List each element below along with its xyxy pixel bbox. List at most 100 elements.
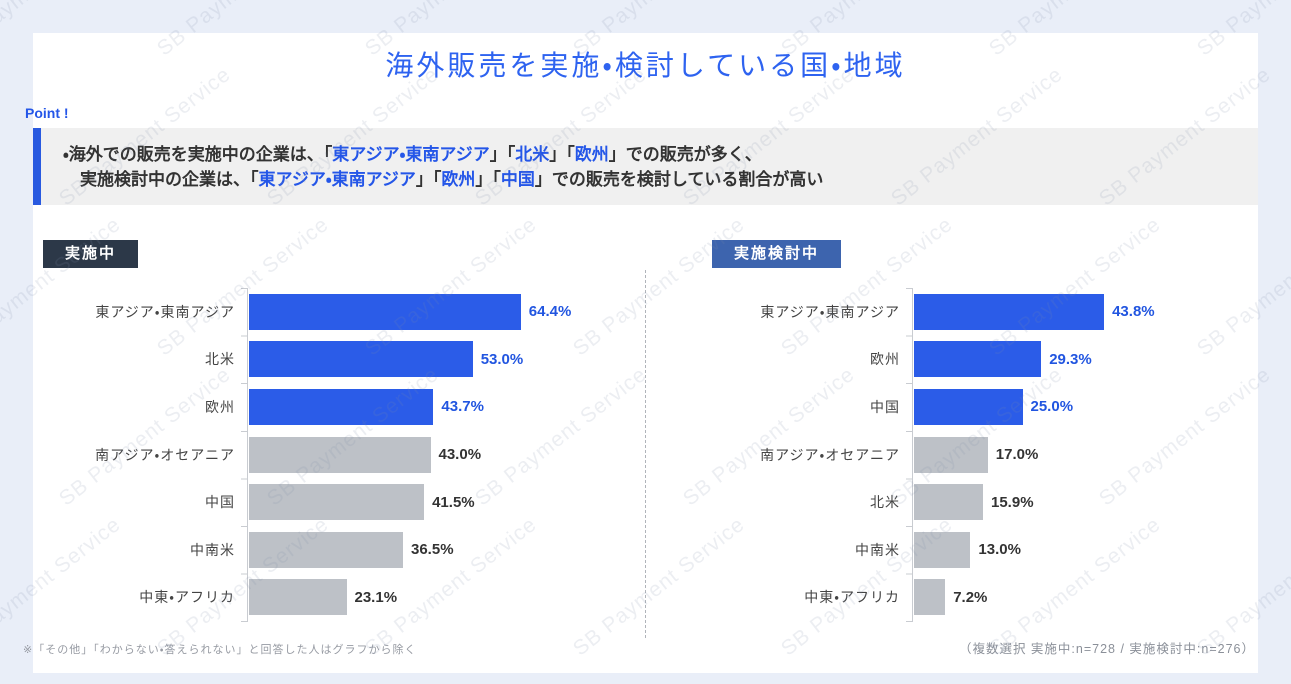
bar-area: 23.1% [247, 574, 603, 622]
bar-area: 43.8% [912, 288, 1267, 336]
bar-category-label: 東アジア・東南アジア [760, 303, 900, 320]
point-highlight-region: 北米 [515, 145, 550, 164]
bar-category-label: 中南米 [190, 541, 235, 558]
bar-row: 中南米 36.5% [43, 526, 603, 574]
bar-row: 中東・アフリカ 23.1% [43, 574, 603, 622]
bar-area: 43.7% [247, 383, 603, 431]
chart-considering: 実施検討中 東アジア・東南アジア 43.8% 欧州 29.3% 中国 25.0% 南アジア・… [712, 238, 1267, 640]
point-line-1: ・海外での販売を実施中の企業は、「東アジア・東南アジア」「北米」「欧州」での販売… [63, 142, 1258, 167]
bar-value-label: 36.5% [411, 541, 454, 559]
bar-row: 中南米 13.0% [712, 526, 1267, 574]
chart-implementing-rows: 東アジア・東南アジア 64.4% 北米 53.0% 欧州 43.7% 南アジア・オセアニア 4… [43, 288, 603, 621]
point-text: 」「 [549, 145, 575, 164]
point-line-2: 実施検討中の企業は、「東アジア・東南アジア」「欧州」「中国」での販売を検討してい… [63, 167, 1258, 192]
bar-value-label: 17.0% [995, 446, 1039, 464]
point-text: 」「 [475, 170, 501, 189]
point-highlight-region: 東アジア・東南アジア [332, 145, 490, 164]
bar-row: 東アジア・東南アジア 64.4% [43, 288, 603, 336]
chart-considering-rows: 東アジア・東南アジア 43.8% 欧州 29.3% 中国 25.0% 南アジア・オセアニア 1… [712, 288, 1267, 621]
bar [249, 341, 473, 378]
bar [914, 436, 988, 473]
bar-value-label: 43.0% [438, 446, 482, 464]
bar-row: 北米 15.9% [712, 478, 1267, 526]
bar [914, 341, 1042, 378]
point-text: 」「 [489, 145, 516, 164]
bar-value-label: 64.4% [528, 303, 572, 321]
axis-ticks [906, 288, 912, 623]
bar-area: 7.2% [912, 574, 1267, 622]
chart-implementing-badge: 実施中 [43, 240, 139, 268]
bar-value-label: 53.0% [480, 350, 524, 368]
bar-category-label: 北米 [205, 351, 235, 368]
bar [249, 579, 347, 616]
bar [249, 531, 403, 568]
point-highlight-region: 中国 [500, 170, 535, 189]
point-box: ・海外での販売を実施中の企業は、「東アジア・東南アジア」「北米」「欧州」での販売… [33, 128, 1258, 205]
bar-area: 64.4% [247, 288, 603, 336]
bar-value-label: 43.7% [441, 398, 484, 416]
bar-area: 43.0% [247, 431, 603, 479]
axis-line [912, 288, 913, 622]
bar-category-label: 中南米 [855, 541, 900, 558]
bar [914, 531, 971, 568]
bar-area: 53.0% [247, 336, 603, 384]
bar-row: 中国 25.0% [712, 383, 1267, 431]
chart-implementing: 実施中 東アジア・東南アジア 64.4% 北米 53.0% 欧州 43.7% 南アジア・オセ… [43, 238, 603, 640]
bar-area: 15.9% [912, 478, 1267, 526]
bar-category-label: 中東・アフリカ [804, 589, 900, 606]
bar-area: 29.3% [912, 336, 1267, 384]
bar-category-label: 中国 [870, 398, 900, 415]
bar-area: 36.5% [247, 526, 603, 574]
bar-value-label: 7.2% [953, 588, 988, 606]
bar-category-label: 北米 [870, 494, 900, 511]
bar [914, 388, 1023, 425]
bar-value-label: 25.0% [1030, 398, 1074, 416]
bar [249, 388, 434, 425]
bar [914, 293, 1105, 330]
bar-category-label: 南アジア・オセアニア [95, 446, 235, 463]
bar-value-label: 15.9% [991, 493, 1034, 511]
bar-area: 41.5% [247, 478, 603, 526]
bar-area: 25.0% [912, 383, 1267, 431]
bar [914, 484, 983, 521]
point-text: 」での販売が多く、 [608, 145, 762, 164]
bar [249, 484, 425, 521]
bar-category-label: 欧州 [870, 351, 900, 368]
bar-category-label: 南アジア・オセアニア [760, 446, 900, 463]
bar-row: 中東・アフリカ 7.2% [712, 574, 1267, 622]
charts-divider [645, 270, 646, 638]
bar-row: 欧州 29.3% [712, 336, 1267, 384]
bar-area: 13.0% [912, 526, 1267, 574]
point-label: Point ! [25, 105, 69, 121]
bar-value-label: 23.1% [354, 588, 398, 606]
bar-category-label: 東アジア・東南アジア [95, 303, 235, 320]
bar-value-label: 29.3% [1049, 350, 1092, 368]
axis-ticks [241, 288, 247, 623]
point-highlight-region: 欧州 [441, 170, 476, 189]
bar-category-label: 中国 [205, 494, 235, 511]
bar-row: 中国 41.5% [43, 478, 603, 526]
bar [914, 579, 946, 616]
bar-value-label: 43.8% [1112, 303, 1155, 321]
point-text: 実施検討中の企業は、「 [80, 170, 259, 189]
point-text: 」での販売を検討している割合が高い [534, 170, 824, 189]
bar-category-label: 中東・アフリカ [139, 589, 235, 606]
bar-row: 欧州 43.7% [43, 383, 603, 431]
point-text: 」「 [415, 170, 442, 189]
bar-row: 北米 53.0% [43, 336, 603, 384]
bar-area: 17.0% [912, 431, 1267, 479]
chart-considering-badge: 実施検討中 [712, 240, 842, 268]
point-text: ・海外での販売を実施中の企業は、「 [63, 145, 333, 164]
footnote-exclusion: ※「その他」「わからない・答えられない」と回答した人はグラフから除く [23, 644, 417, 656]
bar-row: 東アジア・東南アジア 43.8% [712, 288, 1267, 336]
bar-category-label: 欧州 [205, 398, 235, 415]
page-title: 海外販売を実施・検討している国・地域 [385, 50, 906, 81]
bar [249, 293, 521, 330]
axis-line [247, 288, 248, 622]
bar-row: 南アジア・オセアニア 43.0% [43, 431, 603, 479]
point-highlight-region: 東アジア・東南アジア [258, 170, 416, 189]
point-highlight-region: 欧州 [574, 145, 609, 164]
bar-value-label: 41.5% [432, 493, 475, 511]
bar-value-label: 13.0% [978, 541, 1021, 559]
